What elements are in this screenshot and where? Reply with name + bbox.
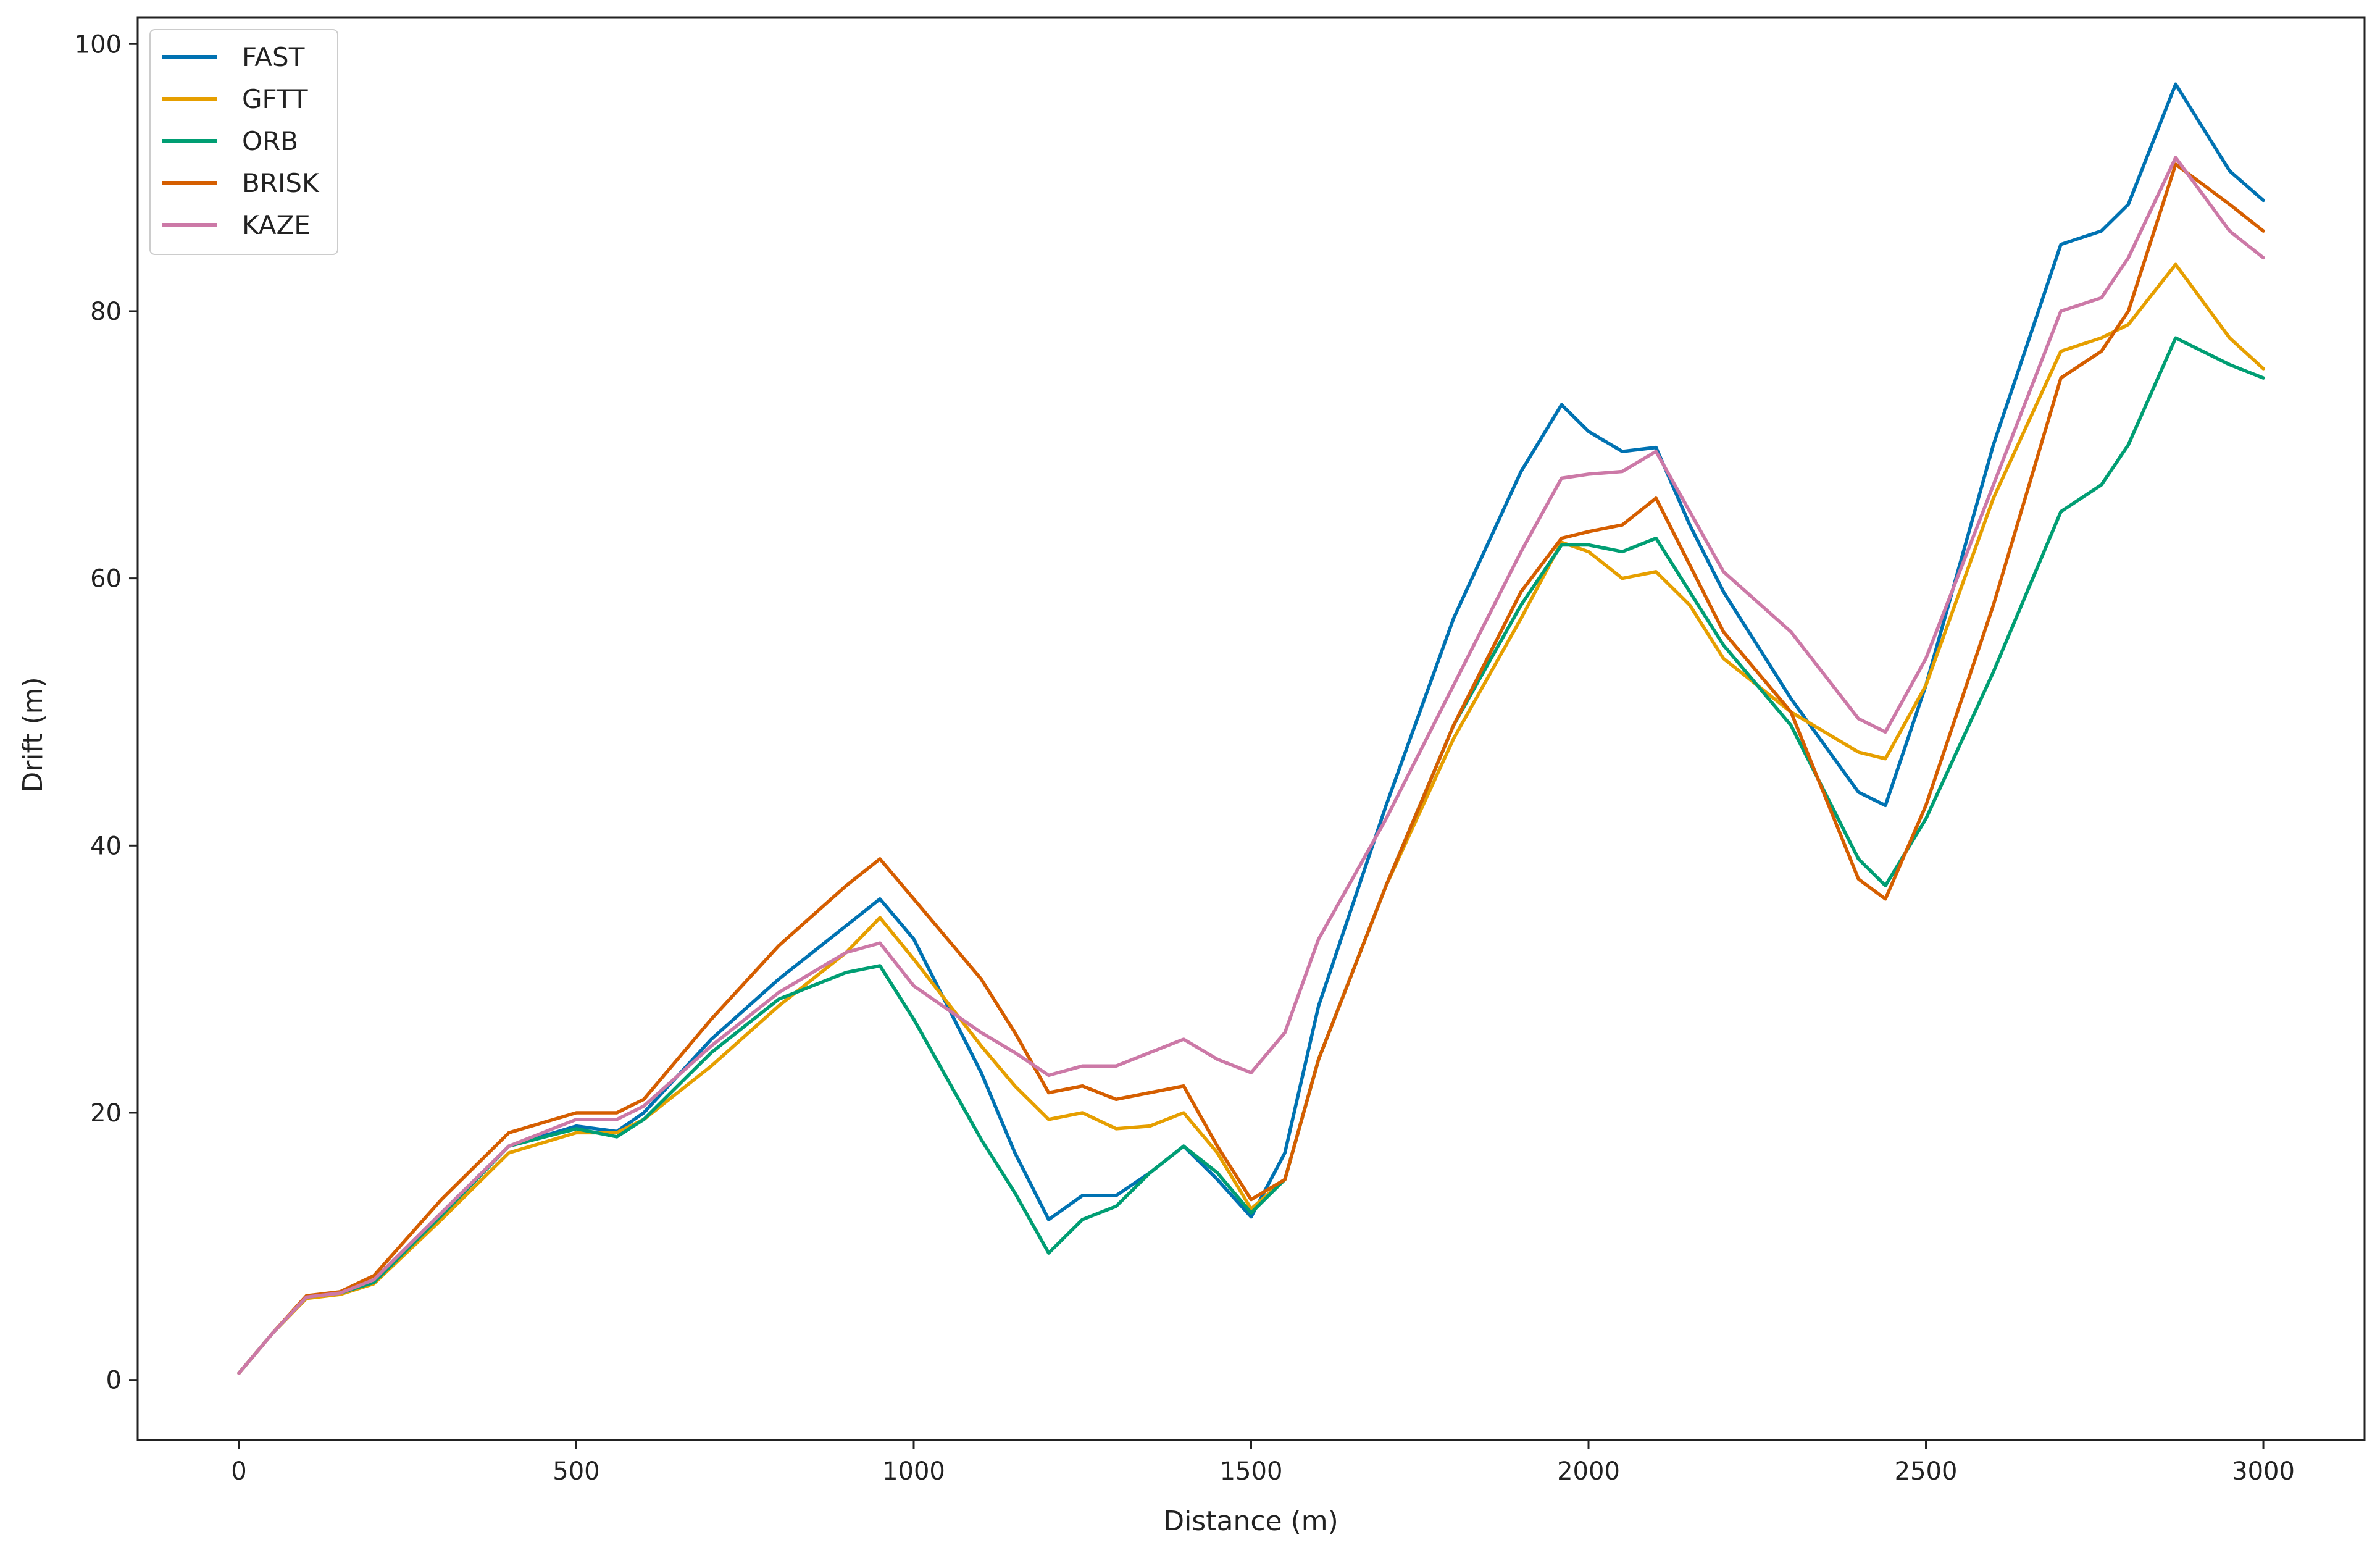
legend-box <box>149 29 338 255</box>
y-tick-label: 0 <box>106 1367 122 1395</box>
y-axis-label: Drift (m) <box>17 677 49 792</box>
y-tick-label: 40 <box>90 832 122 860</box>
legend-label-kaze: KAZE <box>242 210 311 240</box>
legend-label-brisk: BRISK <box>242 168 320 198</box>
x-tick-label: 1500 <box>1220 1457 1283 1486</box>
axes-layer: 0 500 1000 1500 2000 2500 3000 0 20 40 60 80 100 <box>75 30 2295 1486</box>
x-tick-label: 0 <box>231 1457 246 1486</box>
legend-label-fast: FAST <box>242 42 305 72</box>
y-tick-label: 60 <box>90 565 122 593</box>
x-tick-label: 2000 <box>1557 1457 1620 1486</box>
y-tick-label: 80 <box>90 298 122 326</box>
x-tick-label: 1000 <box>882 1457 945 1486</box>
series-line-kaze <box>237 156 2265 1375</box>
legend-label-orb: ORB <box>242 126 298 156</box>
x-tick-label: 3000 <box>2232 1457 2295 1486</box>
x-tick-label: 2500 <box>1895 1457 1958 1486</box>
legend-label-gftt: GFTT <box>242 84 308 114</box>
x-tick-label: 500 <box>553 1457 599 1486</box>
y-tick-label: 100 <box>75 30 122 59</box>
legend: FAST GFTT ORB BRISK KAZE <box>149 29 338 255</box>
series-line-brisk <box>237 162 2265 1375</box>
x-axis-label: Distance (m) <box>1163 1505 1338 1537</box>
y-tick-label: 20 <box>90 1099 122 1128</box>
series-line-fast <box>237 82 2265 1375</box>
series-layer <box>237 82 2265 1375</box>
